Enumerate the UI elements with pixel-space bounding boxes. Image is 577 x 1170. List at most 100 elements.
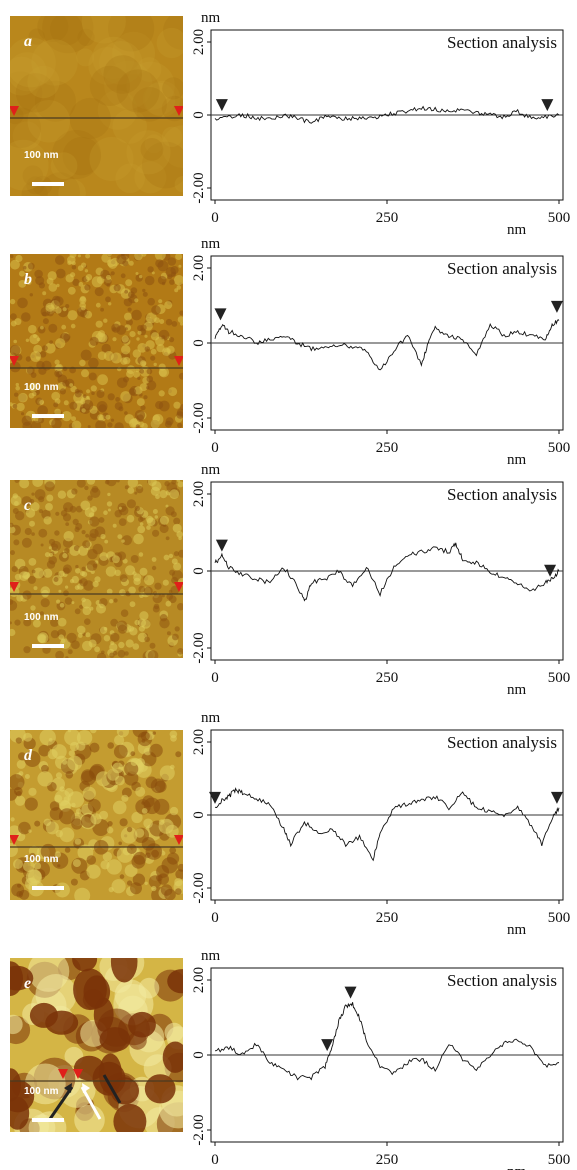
chart-title: Section analysis bbox=[447, 485, 557, 504]
x-tick-label: 250 bbox=[376, 910, 399, 926]
section-marker-icon bbox=[215, 539, 228, 552]
x-tick-label: 500 bbox=[548, 670, 571, 686]
profile-line bbox=[214, 1002, 560, 1081]
panel-b: b 100 nm 2.00 0 -2.00 nm 0 250 500 nm Section anal… bbox=[0, 232, 577, 468]
red-marker-icon bbox=[58, 1069, 68, 1079]
x-tick-label: 250 bbox=[376, 210, 399, 226]
panel-label: c bbox=[24, 497, 31, 514]
x-unit-label: nm bbox=[507, 452, 527, 468]
afm-svg: c 100 nm bbox=[10, 480, 183, 658]
section-marker-icon bbox=[214, 308, 227, 321]
y-unit-label: nm bbox=[201, 948, 221, 964]
scale-bar-label: 100 nm bbox=[24, 150, 59, 161]
x-tick-label: 250 bbox=[376, 440, 399, 456]
panel-label: e bbox=[24, 975, 31, 992]
x-unit-label: nm bbox=[507, 682, 527, 698]
afm-svg: e 100 nm bbox=[10, 958, 183, 1132]
afm-image: c 100 nm bbox=[10, 480, 183, 658]
x-tick-label: 500 bbox=[548, 910, 571, 926]
y-tick-label: 0 bbox=[191, 811, 207, 819]
section-marker-icon bbox=[209, 791, 221, 804]
scale-bar bbox=[32, 886, 64, 890]
panel-c: c 100 nm 2.00 0 -2.00 nm 0 250 500 nm Section anal… bbox=[0, 456, 577, 698]
red-marker-icon bbox=[174, 582, 183, 592]
y-tick-label: -2.00 bbox=[191, 1114, 207, 1145]
panel-d: d 100 nm 2.00 0 -2.00 nm 0 250 500 nm Section anal… bbox=[0, 700, 577, 938]
red-marker-icon bbox=[10, 106, 19, 116]
chart-title: Section analysis bbox=[447, 971, 557, 990]
x-tick-label: 0 bbox=[211, 210, 219, 226]
x-tick-label: 0 bbox=[211, 1152, 219, 1168]
white-arrow-icon bbox=[80, 1086, 102, 1120]
red-marker-icon bbox=[174, 106, 183, 116]
scale-bar bbox=[32, 1118, 64, 1122]
x-tick-label: 500 bbox=[548, 210, 571, 226]
profile-line bbox=[214, 787, 560, 862]
profile-line bbox=[214, 542, 560, 602]
y-tick-label: -2.00 bbox=[191, 632, 207, 663]
x-unit-label: nm bbox=[507, 1164, 527, 1170]
x-tick-label: 0 bbox=[211, 440, 219, 456]
y-tick-label: 0 bbox=[191, 567, 207, 575]
afm-image: b 100 nm bbox=[10, 254, 183, 428]
x-tick-label: 0 bbox=[211, 910, 219, 926]
x-tick-label: 500 bbox=[548, 440, 571, 456]
section-marker-icon bbox=[550, 791, 563, 804]
y-tick-label: 2.00 bbox=[191, 729, 207, 755]
section-marker-icon bbox=[550, 300, 563, 313]
afm-image: e 100 nm bbox=[10, 958, 183, 1132]
section-marker-icon bbox=[344, 986, 357, 999]
y-tick-label: 0 bbox=[191, 111, 207, 119]
profile-line bbox=[214, 105, 560, 124]
y-unit-label: nm bbox=[201, 710, 221, 726]
afm-background bbox=[10, 16, 183, 196]
afm-texture bbox=[10, 16, 183, 196]
scale-bar-label: 100 nm bbox=[24, 612, 59, 623]
y-tick-label: 0 bbox=[191, 1051, 207, 1059]
panel-label: a bbox=[24, 33, 32, 50]
y-tick-label: 2.00 bbox=[191, 29, 207, 55]
red-marker-icon bbox=[174, 356, 183, 366]
y-unit-label: nm bbox=[201, 236, 221, 252]
y-tick-label: 0 bbox=[191, 339, 207, 347]
y-tick-label: -2.00 bbox=[191, 872, 207, 903]
panel-label: b bbox=[24, 271, 32, 288]
scale-bar bbox=[32, 414, 64, 418]
x-tick-label: 500 bbox=[548, 1152, 571, 1168]
chart-title: Section analysis bbox=[447, 33, 557, 52]
y-tick-label: -2.00 bbox=[191, 402, 207, 433]
x-tick-label: 0 bbox=[211, 670, 219, 686]
red-marker-icon bbox=[73, 1069, 83, 1079]
afm-texture bbox=[10, 480, 183, 658]
section-marker-icon bbox=[215, 99, 228, 112]
afm-svg: a 100 nm bbox=[10, 16, 183, 196]
scale-bar-label: 100 nm bbox=[24, 1086, 59, 1097]
y-tick-label: 2.00 bbox=[191, 255, 207, 281]
y-unit-label: nm bbox=[201, 10, 221, 26]
scale-bar-label: 100 nm bbox=[24, 382, 59, 393]
chart-title: Section analysis bbox=[447, 259, 557, 278]
panel-label: d bbox=[24, 747, 33, 764]
chart-title: Section analysis bbox=[447, 733, 557, 752]
y-unit-label: nm bbox=[201, 462, 221, 478]
afm-svg: b 100 nm bbox=[10, 254, 183, 428]
y-tick-label: 2.00 bbox=[191, 481, 207, 507]
y-tick-label: -2.00 bbox=[191, 172, 207, 203]
red-marker-icon bbox=[10, 582, 19, 592]
scale-bar bbox=[32, 182, 64, 186]
panel-a: a 100 nm 2.00 0 -2.00 nm 0 250 500 nm Section anal… bbox=[0, 0, 577, 238]
afm-texture bbox=[10, 730, 183, 900]
afm-image: a 100 nm bbox=[10, 16, 183, 196]
afm-texture bbox=[10, 254, 183, 428]
red-marker-icon bbox=[10, 356, 19, 366]
scale-bar bbox=[32, 644, 64, 648]
red-marker-icon bbox=[174, 835, 183, 845]
x-unit-label: nm bbox=[507, 222, 527, 238]
section-marker-icon bbox=[321, 1039, 334, 1052]
red-marker-icon bbox=[10, 835, 19, 845]
